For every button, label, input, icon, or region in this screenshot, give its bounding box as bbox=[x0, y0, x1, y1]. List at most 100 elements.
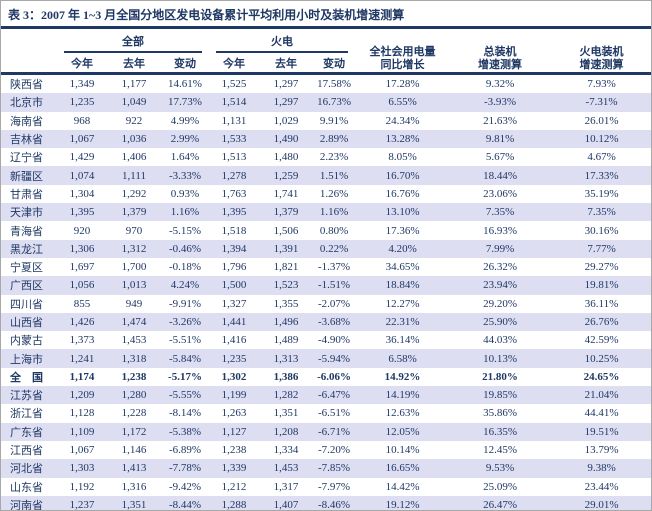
value-cell: 26.32% bbox=[483, 261, 517, 274]
value-cell: 10.13% bbox=[483, 352, 517, 365]
value-cell: 1,237 bbox=[69, 498, 95, 511]
column-header-electricity-consumption-growth: 全社会用电量 同比增长 bbox=[355, 29, 451, 75]
column-group-thermal: 火电 bbox=[209, 29, 355, 53]
column-group-all: 全部 bbox=[57, 29, 209, 53]
value-cell: 14.19% bbox=[385, 389, 420, 402]
value-cell: 19.12% bbox=[385, 498, 420, 511]
region-column-subheader bbox=[1, 53, 57, 75]
value-cell: 1,282 bbox=[273, 389, 299, 402]
value-cell: 1,391 bbox=[273, 242, 299, 255]
value-cell: 17.58% bbox=[317, 78, 351, 91]
value-cell: 1,533 bbox=[221, 133, 247, 146]
value-cell: 44.03% bbox=[483, 334, 517, 347]
value-cell: 1,379 bbox=[121, 206, 147, 219]
value-cell: 16.73% bbox=[317, 96, 351, 109]
value-cell: 36.14% bbox=[385, 334, 420, 347]
value-cell: 1,013 bbox=[121, 279, 147, 292]
header-line: 全社会用电量 bbox=[369, 46, 436, 58]
value-cell: 25.09% bbox=[483, 480, 517, 493]
column-header-thermal-this-year: 今年 bbox=[209, 53, 260, 75]
value-cell: 21.80% bbox=[482, 370, 518, 383]
value-cell: 1,429 bbox=[69, 151, 95, 164]
value-cell: 1,172 bbox=[121, 425, 147, 438]
value-cell: 1,174 bbox=[69, 370, 95, 383]
value-cell: 1,280 bbox=[121, 389, 147, 402]
value-cell: 1,700 bbox=[121, 261, 147, 274]
value-cell: 1,208 bbox=[273, 425, 299, 438]
value-cell: 26.76% bbox=[584, 316, 619, 328]
table-row: 江西省 1,067 1,146 -6.89% 1,238 1,334 -7.20% 10.14… bbox=[1, 441, 651, 459]
column-header-thermal-change: 变动 bbox=[313, 53, 356, 75]
value-cell: 24.34% bbox=[385, 114, 420, 127]
value-cell: 1,318 bbox=[121, 352, 147, 365]
region-name: 新疆区 bbox=[10, 170, 43, 183]
value-cell: 1,288 bbox=[221, 498, 247, 511]
header-line: 增速测算 bbox=[579, 59, 624, 71]
value-cell: 1,297 bbox=[273, 96, 299, 109]
region-name: 河北省 bbox=[10, 463, 43, 476]
value-cell: 1,697 bbox=[69, 261, 95, 274]
value-cell: 970 bbox=[125, 224, 143, 237]
value-cell: 16.76% bbox=[385, 187, 420, 200]
table-row: 辽宁省 1,429 1,406 1.64% 1,513 1,480 2.23% 8.05% 5.… bbox=[1, 148, 651, 166]
value-cell: 1,821 bbox=[273, 261, 299, 274]
header-line: 增速测算 bbox=[478, 59, 523, 71]
value-cell: 23.94% bbox=[483, 279, 517, 292]
value-cell: 34.65% bbox=[385, 261, 420, 274]
value-cell: 1,238 bbox=[221, 444, 247, 457]
column-header-total-capacity-growth: 总装机 增速测算 bbox=[450, 29, 551, 75]
region-name: 黑龙江 bbox=[10, 243, 43, 256]
value-cell: 1,490 bbox=[273, 133, 299, 146]
table-row: 天津市 1,395 1,379 1.16% 1,395 1,379 1.16% 13.10% 7… bbox=[1, 203, 651, 222]
value-cell: 19.81% bbox=[584, 279, 619, 292]
value-cell: 1,334 bbox=[273, 444, 299, 457]
value-cell: 1,355 bbox=[273, 297, 299, 310]
value-cell: 1,496 bbox=[273, 316, 299, 328]
value-cell: 1,235 bbox=[221, 352, 247, 365]
table-row: 河南省 1,237 1,351 -8.44% 1,288 1,407 -8.46% 19.12… bbox=[1, 495, 651, 511]
region-name: 甘肃省 bbox=[10, 188, 43, 201]
value-cell: 9.91% bbox=[319, 114, 349, 127]
table-row: 黑龙江 1,306 1,312 -0.46% 1,394 1,391 0.22% 4.20% 7… bbox=[1, 239, 651, 258]
value-cell: 1,386 bbox=[273, 370, 299, 383]
value-cell: 1,407 bbox=[273, 498, 299, 511]
value-cell: 1,373 bbox=[69, 334, 95, 347]
region-name: 全 国 bbox=[10, 371, 43, 384]
value-cell: 0.80% bbox=[319, 224, 349, 237]
value-cell: 1,303 bbox=[69, 462, 95, 475]
value-cell: 1,049 bbox=[121, 96, 147, 109]
table-row: 海南省 968 922 4.99% 1,131 1,029 9.91% 24.34% 21.63… bbox=[1, 112, 651, 130]
region-name: 宁夏区 bbox=[10, 262, 43, 275]
value-cell: -5.17% bbox=[168, 370, 202, 383]
value-cell: -3.93% bbox=[483, 96, 517, 109]
value-cell: 1,029 bbox=[273, 114, 299, 127]
value-cell: -7.85% bbox=[317, 462, 351, 475]
value-cell: 1,212 bbox=[221, 480, 247, 493]
value-cell: 1,741 bbox=[273, 187, 299, 200]
value-cell: 1,339 bbox=[221, 462, 247, 475]
region-name: 广东省 bbox=[10, 426, 43, 439]
value-cell: 7.77% bbox=[587, 242, 616, 255]
value-cell: 1,525 bbox=[221, 78, 247, 91]
value-cell: -6.06% bbox=[317, 370, 351, 383]
value-cell: -1.51% bbox=[317, 279, 351, 292]
value-cell: 25.90% bbox=[483, 316, 517, 328]
value-cell: 6.55% bbox=[388, 96, 417, 109]
value-cell: 855 bbox=[73, 297, 91, 310]
value-cell: 1,192 bbox=[69, 480, 95, 493]
table-row: 浙江省 1,128 1,228 -8.14% 1,263 1,351 -6.51% 12.63… bbox=[1, 404, 651, 422]
column-group-all-label: 全部 bbox=[64, 33, 203, 53]
value-cell: 1,209 bbox=[69, 389, 95, 402]
value-cell: 21.04% bbox=[584, 389, 619, 402]
table-row: 广西区 1,056 1,013 4.24% 1,500 1,523 -1.51% 18.84%… bbox=[1, 276, 651, 295]
value-cell: 1,036 bbox=[121, 133, 147, 146]
value-cell: 1,278 bbox=[221, 169, 247, 182]
value-cell: -7.78% bbox=[168, 462, 202, 475]
region-name: 吉林省 bbox=[10, 134, 43, 147]
column-header-thermal-capacity-growth: 火电装机 增速测算 bbox=[550, 29, 651, 75]
value-cell: 13.79% bbox=[584, 444, 619, 457]
value-cell: 29.01% bbox=[584, 498, 619, 511]
table-row: 山东省 1,192 1,316 -9.42% 1,212 1,317 -7.97% 14.42… bbox=[1, 478, 651, 496]
value-cell: 12.05% bbox=[385, 425, 420, 438]
